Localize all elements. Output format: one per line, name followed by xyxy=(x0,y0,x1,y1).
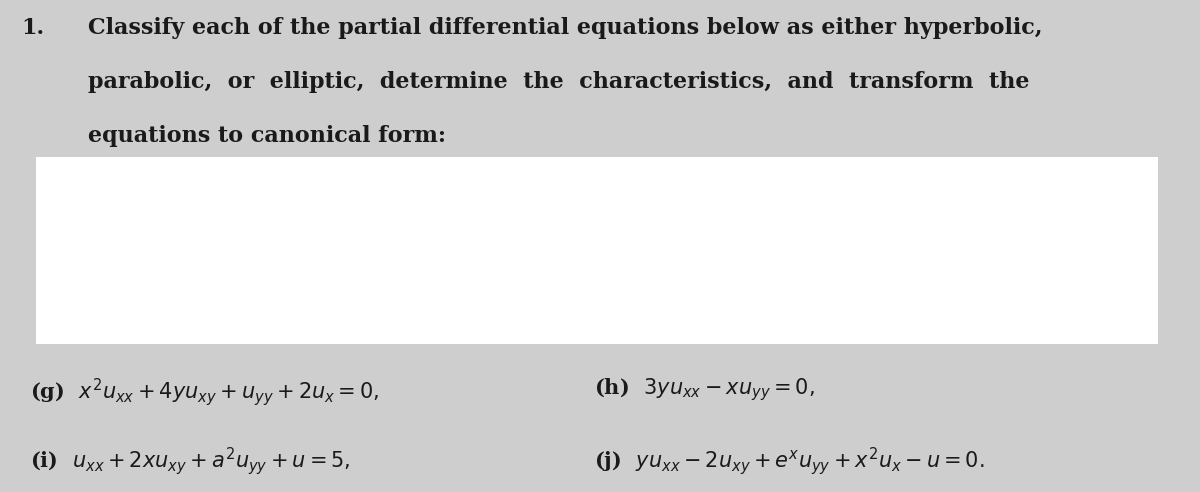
Text: Classify each of the partial differential equations below as either hyperbolic,: Classify each of the partial differentia… xyxy=(88,17,1042,39)
Text: equations to canonical form:: equations to canonical form: xyxy=(88,125,445,148)
Bar xyxy=(36,157,1158,344)
Text: (g)  $x^2u_{xx}+4yu_{xy}+u_{yy}+2u_x=0,$: (g) $x^2u_{xx}+4yu_{xy}+u_{yy}+2u_x=0,$ xyxy=(30,376,379,408)
Text: parabolic,  or  elliptic,  determine  the  characteristics,  and  transform  the: parabolic, or elliptic, determine the ch… xyxy=(88,71,1030,93)
Text: 1.: 1. xyxy=(22,17,44,39)
Text: (h)  $3yu_{xx}-xu_{yy}=0,$: (h) $3yu_{xx}-xu_{yy}=0,$ xyxy=(594,376,815,403)
Text: (i)  $u_{xx}+2xu_{xy}+a^2u_{yy}+u=5,$: (i) $u_{xx}+2xu_{xy}+a^2u_{yy}+u=5,$ xyxy=(30,445,350,477)
Text: (j)  $yu_{xx}-2u_{xy}+e^xu_{yy}+x^2u_x-u=0.$: (j) $yu_{xx}-2u_{xy}+e^xu_{yy}+x^2u_x-u=… xyxy=(594,445,985,477)
